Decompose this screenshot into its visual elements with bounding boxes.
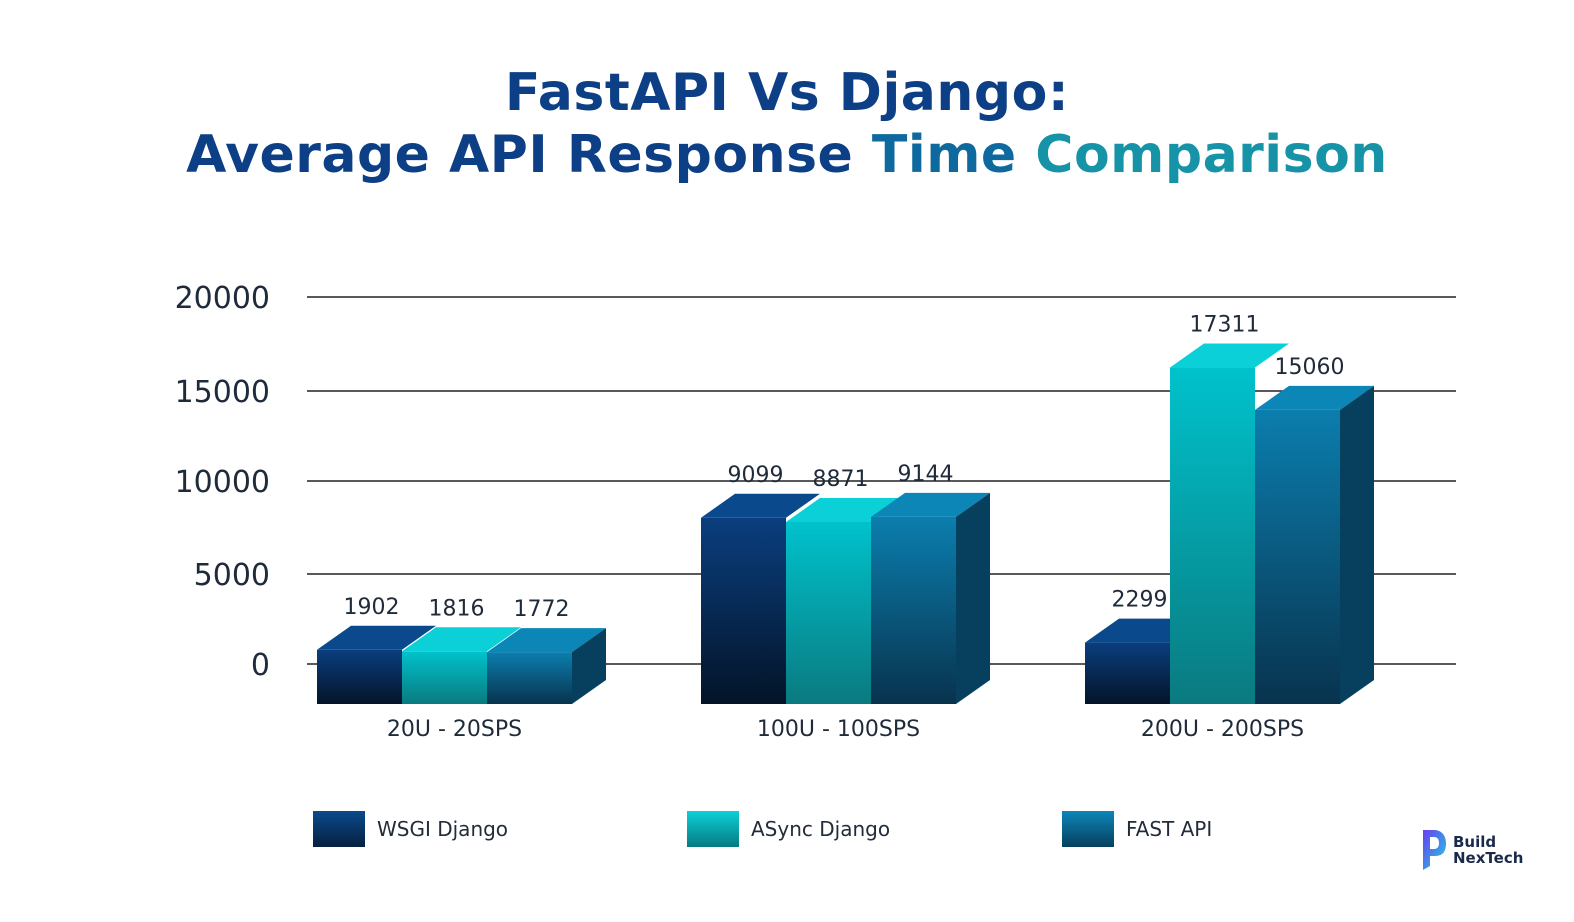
bar-side-fast-api-100u-100sps	[956, 492, 990, 704]
y-tick-label-0: 0	[251, 648, 270, 683]
legend-label-wsgi-django: WSGI Django	[377, 817, 509, 841]
data-label-async-django-100u-100sps: 8871	[813, 467, 869, 492]
bar-side-fast-api-20u-20sps	[572, 628, 606, 704]
bar-async-django-200u-200sps	[1170, 367, 1255, 704]
legend-item-wsgi-django: WSGI Django	[313, 810, 508, 848]
bar-side-fast-api-200u-200sps	[1340, 385, 1374, 704]
legend-item-fast-api: FAST API	[1062, 810, 1212, 848]
x-tick-label-200u-200sps: 200U - 200SPS	[1141, 717, 1304, 742]
chart-title-line-1: FastAPI Vs Django:	[504, 63, 1070, 123]
x-tick-label-100u-100sps: 100U - 100SPS	[757, 717, 920, 742]
bars-layer	[317, 343, 1374, 704]
data-label-wsgi-django-20u-20sps: 1902	[344, 595, 400, 620]
bar-fast-api-200u-200sps	[1255, 409, 1340, 704]
brand-logo: Build NexTech	[1420, 828, 1523, 872]
bar-top-async-django-200u-200sps	[1170, 343, 1289, 368]
data-label-async-django-200u-200sps: 17311	[1190, 313, 1260, 338]
x-axis-ticks: 20U - 20SPS 100U - 100SPS 200U - 200SPS	[387, 717, 1304, 742]
bar-async-django-100u-100sps	[786, 521, 871, 704]
data-labels-layer: 1902 1816 1772 9099 8871 9144 2299 17311 15060	[344, 313, 1345, 623]
title-part-3: Comparison	[1035, 125, 1388, 185]
logo-text-line-1: Build	[1453, 833, 1497, 851]
title-part-1: Average API Response	[186, 125, 854, 185]
bar-top-wsgi-django-20u-20sps	[317, 625, 436, 650]
bar-wsgi-django-100u-100sps	[701, 517, 786, 704]
data-label-wsgi-django-200u-200sps: 2299	[1112, 588, 1168, 613]
y-tick-label-5000: 5000	[194, 558, 270, 593]
logo-text-line-2: NexTech	[1453, 849, 1524, 867]
build-nextech-logo-icon	[1423, 830, 1446, 870]
legend-swatch-wsgi-django	[313, 811, 365, 847]
y-tick-label-10000: 10000	[175, 465, 270, 500]
data-label-fast-api-100u-100sps: 9144	[898, 462, 954, 487]
data-label-wsgi-django-100u-100sps: 9099	[728, 463, 784, 488]
logo-text: Build NexTech	[1453, 834, 1523, 866]
bar-top-fast-api-200u-200sps	[1255, 385, 1374, 410]
legend-item-async-django: ASync Django	[687, 810, 890, 848]
bar-async-django-20u-20sps	[402, 651, 487, 704]
bar-fast-api-100u-100sps	[871, 516, 956, 704]
data-label-async-django-20u-20sps: 1816	[429, 596, 485, 621]
bar-top-async-django-20u-20sps	[402, 627, 521, 652]
bar-fast-api-20u-20sps	[487, 652, 572, 704]
bar-top-fast-api-20u-20sps	[487, 628, 606, 653]
legend-label-async-django: ASync Django	[751, 817, 891, 841]
y-tick-label-15000: 15000	[175, 375, 270, 410]
legend-swatch-async-django	[687, 811, 739, 847]
bar-top-fast-api-100u-100sps	[871, 492, 990, 517]
legend-label-fast-api: FAST API	[1126, 817, 1213, 841]
chart-title-line-2: Average API Response Time Comparison	[0, 124, 1574, 186]
y-axis-ticks: 0 5000 10000 15000 20000	[175, 281, 270, 683]
title-part-2: Time	[871, 125, 1017, 185]
bar-wsgi-django-200u-200sps	[1085, 642, 1170, 704]
x-tick-label-20u-20sps: 20U - 20SPS	[387, 717, 522, 742]
data-label-fast-api-20u-20sps: 1772	[514, 597, 570, 622]
bar-top-wsgi-django-100u-100sps	[701, 493, 820, 518]
legend-swatch-fast-api	[1062, 811, 1114, 847]
bar-wsgi-django-20u-20sps	[317, 649, 402, 704]
data-label-fast-api-200u-200sps: 15060	[1275, 355, 1345, 380]
y-tick-label-20000: 20000	[175, 281, 270, 316]
